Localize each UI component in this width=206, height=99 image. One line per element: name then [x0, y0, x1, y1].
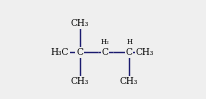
Text: CH₃: CH₃ [136, 48, 154, 57]
Text: CH₃: CH₃ [120, 77, 138, 86]
Text: H: H [126, 38, 132, 46]
Text: C: C [126, 48, 133, 57]
Text: H₂: H₂ [101, 38, 109, 46]
Text: CH₃: CH₃ [70, 19, 89, 28]
Text: C: C [76, 48, 83, 57]
Text: H₃C: H₃C [51, 48, 69, 57]
Text: C: C [101, 48, 108, 57]
Text: CH₃: CH₃ [70, 77, 89, 86]
